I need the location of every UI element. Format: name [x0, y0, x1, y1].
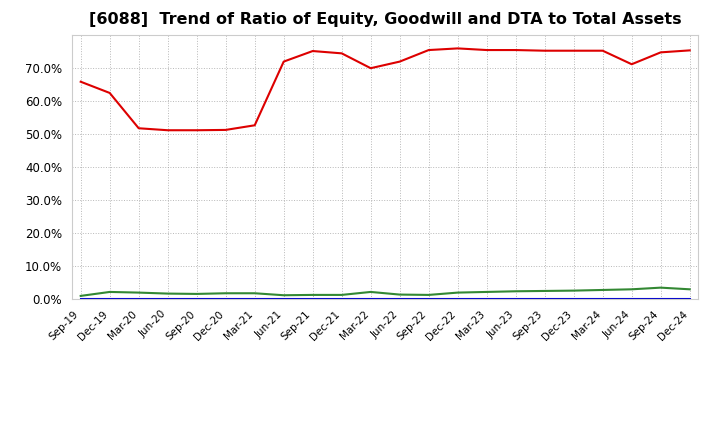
Equity — [541, 48, 549, 53]
Deferred Tax Assets — [511, 289, 520, 294]
Deferred Tax Assets — [366, 290, 375, 295]
Equity — [366, 66, 375, 71]
Goodwill — [135, 297, 143, 302]
Goodwill — [76, 297, 85, 302]
Deferred Tax Assets — [192, 291, 201, 297]
Goodwill — [105, 297, 114, 302]
Goodwill — [308, 297, 317, 302]
Deferred Tax Assets — [105, 290, 114, 295]
Deferred Tax Assets — [454, 290, 462, 295]
Equity — [251, 123, 259, 128]
Equity — [627, 62, 636, 67]
Goodwill — [454, 297, 462, 302]
Equity — [598, 48, 607, 53]
Deferred Tax Assets — [627, 287, 636, 292]
Goodwill — [657, 297, 665, 302]
Deferred Tax Assets — [395, 292, 404, 297]
Goodwill — [279, 297, 288, 302]
Goodwill — [482, 297, 491, 302]
Deferred Tax Assets — [308, 292, 317, 297]
Deferred Tax Assets — [221, 291, 230, 296]
Deferred Tax Assets — [657, 285, 665, 290]
Goodwill — [192, 297, 201, 302]
Deferred Tax Assets — [163, 291, 172, 296]
Title: [6088]  Trend of Ratio of Equity, Goodwill and DTA to Total Assets: [6088] Trend of Ratio of Equity, Goodwil… — [89, 12, 682, 27]
Equity — [338, 51, 346, 56]
Goodwill — [366, 297, 375, 302]
Equity — [308, 48, 317, 54]
Equity — [221, 127, 230, 132]
Equity — [135, 126, 143, 131]
Goodwill — [511, 297, 520, 302]
Goodwill — [685, 297, 694, 302]
Deferred Tax Assets — [338, 292, 346, 297]
Line: Equity: Equity — [81, 48, 690, 130]
Line: Deferred Tax Assets: Deferred Tax Assets — [81, 288, 690, 296]
Deferred Tax Assets — [76, 293, 85, 299]
Equity — [511, 48, 520, 53]
Goodwill — [424, 297, 433, 302]
Deferred Tax Assets — [685, 287, 694, 292]
Goodwill — [541, 297, 549, 302]
Goodwill — [251, 297, 259, 302]
Deferred Tax Assets — [541, 288, 549, 293]
Goodwill — [338, 297, 346, 302]
Goodwill — [627, 297, 636, 302]
Goodwill — [395, 297, 404, 302]
Equity — [657, 50, 665, 55]
Equity — [685, 48, 694, 53]
Equity — [279, 59, 288, 64]
Deferred Tax Assets — [598, 287, 607, 293]
Equity — [163, 128, 172, 133]
Goodwill — [163, 297, 172, 302]
Goodwill — [570, 297, 578, 302]
Equity — [424, 48, 433, 53]
Equity — [76, 79, 85, 84]
Deferred Tax Assets — [424, 292, 433, 297]
Deferred Tax Assets — [251, 291, 259, 296]
Equity — [192, 128, 201, 133]
Deferred Tax Assets — [482, 290, 491, 295]
Goodwill — [598, 297, 607, 302]
Deferred Tax Assets — [279, 293, 288, 298]
Equity — [482, 48, 491, 53]
Deferred Tax Assets — [135, 290, 143, 295]
Deferred Tax Assets — [570, 288, 578, 293]
Equity — [570, 48, 578, 53]
Equity — [105, 90, 114, 95]
Goodwill — [221, 297, 230, 302]
Equity — [454, 46, 462, 51]
Equity — [395, 59, 404, 64]
